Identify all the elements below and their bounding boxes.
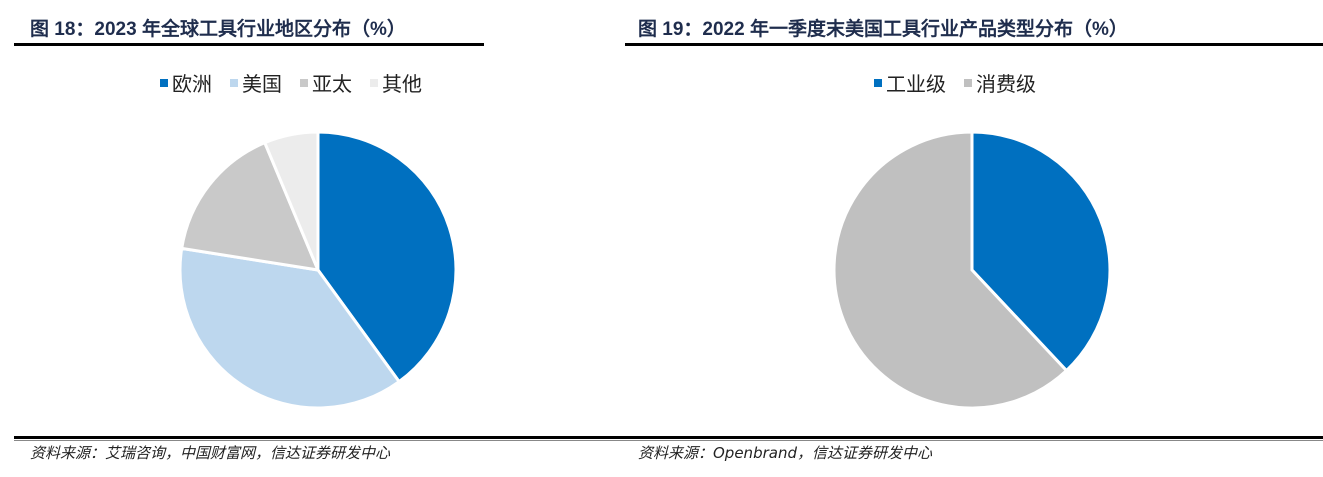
pie-slice-1 xyxy=(316,130,458,384)
legend-label: 工业级 xyxy=(886,72,946,96)
pie-slice-2 xyxy=(832,130,1069,410)
legend-swatch xyxy=(964,78,972,87)
legend-item: 美国 xyxy=(230,68,282,97)
legend-label: 亚太 xyxy=(312,72,352,96)
pie-slice-3 xyxy=(179,140,321,272)
legend-swatch xyxy=(874,78,882,87)
legend-item: 亚太 xyxy=(300,68,352,97)
legend-label: 其他 xyxy=(382,72,422,96)
legend-swatch xyxy=(370,78,378,87)
title-underline-2 xyxy=(625,43,1323,46)
chart-title-1: 图 18：2023 年全球工具行业地区分布（%） xyxy=(30,19,406,40)
source-note-2: 资料来源：Openbrand，信达证券研发中心 xyxy=(638,444,932,462)
footer-rule-thin xyxy=(14,440,1323,441)
title-underline-1 xyxy=(14,43,484,46)
legend-swatch xyxy=(300,78,308,87)
legend-label: 欧洲 xyxy=(172,72,212,96)
legend-swatch xyxy=(230,78,238,87)
pie-slice-4 xyxy=(262,130,320,271)
pie-slice-1 xyxy=(970,130,1112,373)
legend-swatch xyxy=(160,78,168,87)
source-note-1: 资料来源：艾瑞咨询，中国财富网，信达证券研发中心 xyxy=(30,444,391,462)
footer-rule xyxy=(14,436,1323,439)
legend-label: 美国 xyxy=(242,72,282,96)
pie-slice-2 xyxy=(178,246,402,410)
legend-item: 其他 xyxy=(370,68,422,97)
legend-1: 欧洲 美国 亚太 其他 xyxy=(160,68,422,97)
legend-item: 欧洲 xyxy=(160,68,212,97)
legend-item: 消费级 xyxy=(964,68,1036,97)
chart-title-2: 图 19：2022 年一季度末美国工具行业产品类型分布（%） xyxy=(638,19,1128,40)
legend-label: 消费级 xyxy=(976,72,1036,96)
pie-chart-2 xyxy=(832,130,1112,410)
legend-item: 工业级 xyxy=(874,68,946,97)
legend-2: 工业级 消费级 xyxy=(874,68,1036,97)
pie-chart-1 xyxy=(178,130,458,410)
